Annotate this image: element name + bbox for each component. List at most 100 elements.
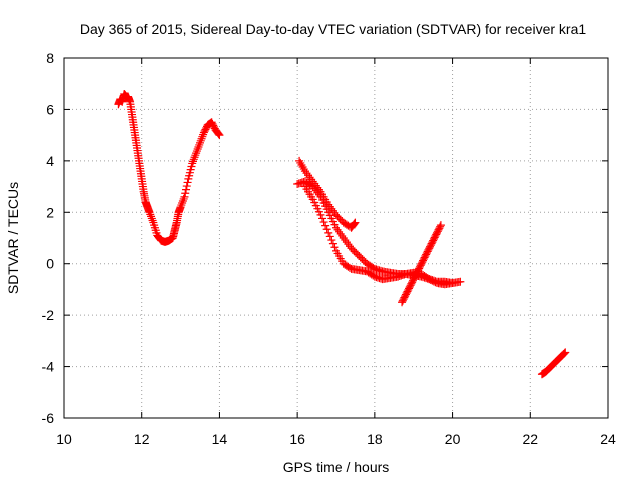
- data-point: [335, 227, 344, 236]
- y-tick-label: 2: [46, 204, 54, 220]
- data-point: [190, 153, 199, 162]
- plot-frame: [63, 57, 609, 419]
- data-point: [177, 201, 186, 210]
- x-tick-label: 10: [56, 431, 72, 447]
- data-point: [302, 169, 311, 178]
- data-point: [328, 239, 337, 248]
- data-point: [196, 136, 205, 145]
- data-point: [316, 210, 325, 219]
- data-point: [448, 279, 457, 287]
- data-point: [330, 243, 339, 252]
- data-point: [215, 131, 224, 140]
- data-point: [192, 149, 201, 158]
- data-point: [188, 159, 197, 168]
- data-point: [310, 184, 319, 193]
- data-point: [349, 220, 358, 229]
- data-point: [319, 218, 328, 227]
- x-tick-label: 14: [212, 431, 228, 447]
- data-point: [182, 182, 191, 191]
- data-point: [318, 214, 327, 223]
- data-point: [196, 138, 204, 147]
- x-tick-label: 24: [600, 431, 616, 447]
- data-point: [198, 132, 207, 141]
- data-point: [296, 158, 305, 167]
- y-tick-label: 0: [46, 256, 54, 272]
- data-point: [351, 218, 360, 227]
- data-point: [324, 228, 333, 237]
- y-tick-label: -2: [42, 307, 55, 323]
- series-arc-2: [295, 156, 360, 232]
- x-tick-label: 20: [445, 431, 461, 447]
- x-tick-label: 22: [522, 431, 538, 447]
- data-point: [194, 142, 203, 151]
- data-point: [298, 163, 307, 172]
- data-point: [178, 196, 187, 205]
- data-point: [295, 156, 304, 165]
- data-point: [197, 134, 206, 143]
- data-point: [305, 173, 314, 182]
- x-tick-label: 16: [289, 431, 305, 447]
- data-point: [561, 348, 570, 357]
- data-point: [338, 231, 347, 240]
- data-point: [148, 216, 157, 225]
- data-point: [191, 151, 200, 160]
- data-point: [325, 232, 334, 241]
- data-point: [178, 199, 187, 208]
- points-layer: [114, 90, 570, 379]
- chart-title: Day 365 of 2015, Sidereal Day-to-day VTE…: [80, 21, 586, 37]
- y-axis-title: SDTVAR / TECUs: [5, 182, 21, 294]
- data-point: [147, 212, 156, 221]
- data-point: [327, 236, 336, 245]
- data-point: [350, 219, 359, 228]
- y-tick-label: 4: [46, 153, 54, 169]
- tick-layer: [63, 57, 609, 419]
- x-tick-label: 12: [134, 431, 150, 447]
- data-point: [308, 182, 317, 191]
- data-point: [195, 140, 204, 149]
- data-point: [147, 214, 156, 223]
- grid-layer: [64, 58, 608, 418]
- data-point: [304, 171, 313, 180]
- data-point: [321, 221, 330, 230]
- y-tick-label: 6: [46, 101, 54, 117]
- data-point: [436, 221, 445, 230]
- data-point: [560, 349, 569, 358]
- data-point: [342, 238, 351, 247]
- series-arc-6: [537, 348, 570, 379]
- data-point: [193, 145, 202, 154]
- data-point: [344, 240, 353, 249]
- data-point: [436, 222, 445, 231]
- data-point: [179, 194, 188, 203]
- y-tick-label: 8: [46, 50, 54, 66]
- x-axis-title: GPS time / hours: [283, 459, 390, 475]
- data-point: [333, 225, 342, 234]
- series-arc-5: [398, 221, 445, 307]
- data-point: [456, 277, 465, 286]
- data-point: [322, 225, 331, 234]
- data-point: [299, 165, 308, 174]
- data-point: [180, 192, 189, 201]
- data-point: [297, 160, 306, 169]
- data-point: [336, 229, 345, 238]
- data-point: [176, 203, 185, 212]
- data-point: [189, 157, 198, 166]
- data-point: [311, 186, 320, 195]
- data-point: [146, 210, 155, 219]
- data-point: [145, 208, 154, 217]
- series-arc-4: [300, 182, 457, 289]
- y-tick-label: -4: [42, 359, 55, 375]
- data-point: [341, 236, 350, 245]
- data-point: [183, 178, 192, 187]
- data-point: [192, 147, 201, 156]
- data-point: [559, 349, 568, 358]
- data-point: [314, 190, 323, 199]
- data-point: [182, 185, 191, 194]
- data-point: [181, 189, 190, 198]
- data-point: [313, 188, 322, 197]
- data-point: [214, 130, 223, 139]
- data-point: [199, 130, 208, 139]
- data-point: [332, 223, 340, 232]
- data-point: [213, 129, 222, 138]
